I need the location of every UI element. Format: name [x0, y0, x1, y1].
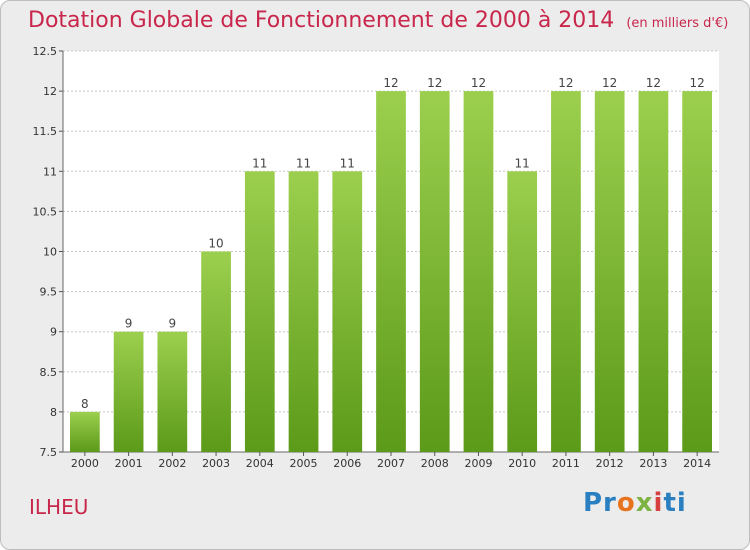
chart-subtitle: (en milliers d'€) — [626, 16, 729, 31]
x-tick-label: 2004 — [246, 457, 274, 470]
y-tick-label: 7.5 — [40, 446, 58, 459]
bar — [463, 91, 494, 452]
data-label: 9 — [125, 317, 133, 331]
y-tick-label: 9.5 — [40, 286, 58, 299]
x-tick-label: 2002 — [158, 457, 186, 470]
data-label: 12 — [558, 76, 573, 90]
data-label: 12 — [383, 76, 398, 90]
x-tick-label: 2001 — [115, 457, 143, 470]
data-label: 9 — [169, 317, 177, 331]
x-tick-label: 2011 — [552, 457, 580, 470]
bar — [113, 331, 144, 452]
x-tick-label: 2012 — [596, 457, 624, 470]
data-label: 10 — [208, 237, 223, 251]
data-label: 8 — [81, 397, 89, 411]
bar — [244, 171, 275, 453]
bar — [69, 411, 100, 452]
y-tick-label: 12.5 — [33, 45, 58, 58]
x-tick-label: 2014 — [683, 457, 711, 470]
y-tick-label: 8 — [50, 406, 57, 419]
data-label: 12 — [427, 76, 442, 90]
y-tick-label: 8.5 — [40, 366, 58, 379]
title-text: Dotation Globale de Fonctionnement de 20… — [28, 8, 615, 33]
bar — [638, 91, 669, 452]
bar — [419, 91, 450, 452]
x-tick-label: 2013 — [639, 457, 667, 470]
bar — [594, 91, 625, 452]
y-tick-label: 10.5 — [33, 205, 58, 218]
data-label: 12 — [689, 76, 704, 90]
place-name: ILHEU — [29, 495, 89, 519]
bar — [288, 171, 319, 453]
chart-title: Dotation Globale de Fonctionnement de 20… — [28, 8, 728, 33]
data-label: 11 — [296, 156, 311, 170]
bar — [551, 91, 581, 452]
bar — [507, 171, 538, 453]
y-tick-label: 11.5 — [33, 125, 58, 138]
x-tick-label: 2000 — [71, 457, 99, 470]
bar — [376, 91, 406, 452]
data-label: 11 — [252, 156, 267, 170]
data-label: 11 — [515, 156, 530, 170]
x-tick-label: 2006 — [333, 457, 361, 470]
bar — [682, 91, 713, 452]
y-tick-label: 9 — [50, 326, 57, 339]
bar — [201, 251, 231, 452]
proxiti-logo: Proxiti — [583, 488, 687, 518]
y-tick-label: 10 — [43, 246, 57, 259]
y-tick-label: 11 — [43, 165, 57, 178]
x-tick-label: 2005 — [290, 457, 318, 470]
x-tick-label: 2003 — [202, 457, 230, 470]
x-tick-label: 2008 — [421, 457, 449, 470]
bar — [157, 331, 188, 452]
data-label: 12 — [646, 76, 661, 90]
data-label: 12 — [602, 76, 617, 90]
x-tick-label: 2009 — [464, 457, 492, 470]
x-tick-label: 2010 — [508, 457, 536, 470]
x-tick-label: 2007 — [377, 457, 405, 470]
data-label: 12 — [471, 76, 486, 90]
bar — [332, 171, 363, 453]
y-tick-label: 12 — [43, 85, 57, 98]
data-label: 11 — [340, 156, 355, 170]
